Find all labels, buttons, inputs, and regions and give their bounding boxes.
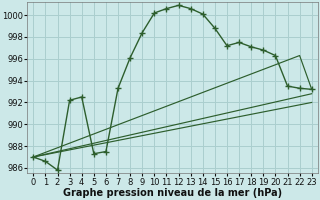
X-axis label: Graphe pression niveau de la mer (hPa): Graphe pression niveau de la mer (hPa): [63, 188, 282, 198]
